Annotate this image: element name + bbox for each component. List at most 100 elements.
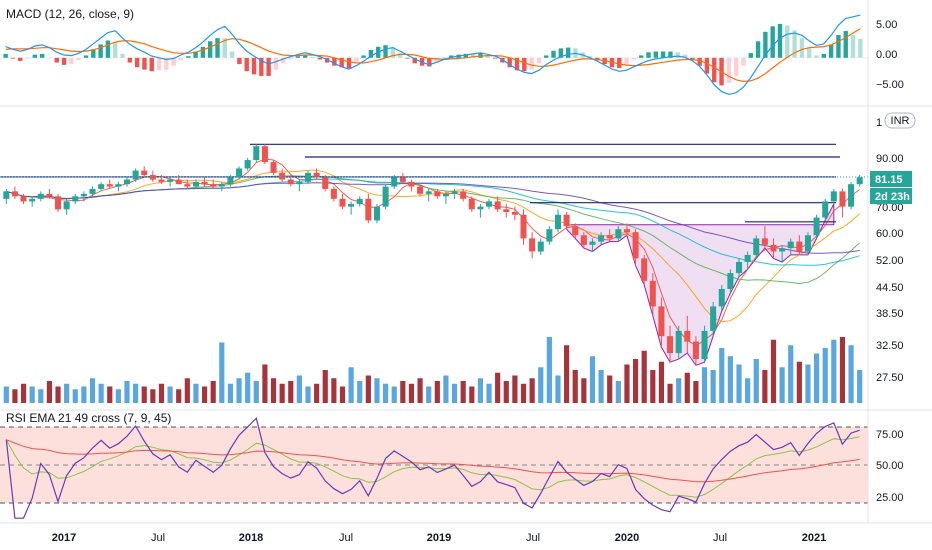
macd-histogram-bar bbox=[244, 57, 249, 72]
price-y-tick: 90.00 bbox=[876, 153, 904, 165]
volume-bar bbox=[839, 337, 846, 403]
macd-histogram-bar bbox=[799, 38, 805, 58]
candle bbox=[11, 186, 18, 199]
volume-bar bbox=[529, 378, 535, 403]
macd-histogram-bar bbox=[208, 41, 213, 58]
volume-bar bbox=[98, 383, 104, 403]
volume-bar bbox=[115, 389, 121, 403]
candle bbox=[710, 301, 717, 337]
macd-histogram-bar bbox=[660, 51, 666, 58]
macd-histogram-bar bbox=[10, 57, 16, 59]
candle bbox=[184, 179, 191, 189]
macd-histogram-bar bbox=[47, 57, 52, 59]
macd-histogram-bar bbox=[770, 26, 775, 58]
candle bbox=[175, 175, 182, 185]
macd-histogram-bar bbox=[83, 55, 89, 58]
volume-bar bbox=[822, 348, 828, 403]
volume-bar bbox=[555, 375, 561, 403]
candle bbox=[80, 191, 87, 202]
macd-histogram-bar bbox=[222, 38, 227, 58]
volume-bar bbox=[676, 378, 682, 403]
macd-histogram-bar bbox=[646, 52, 651, 58]
candle bbox=[192, 179, 199, 189]
price-candles bbox=[3, 144, 863, 366]
volume-bar bbox=[133, 383, 139, 403]
macd-histogram-bar bbox=[565, 47, 571, 58]
candle bbox=[486, 198, 493, 210]
macd-histogram-bar bbox=[295, 56, 301, 58]
macd-signal-line bbox=[5, 28, 861, 83]
volume-bar bbox=[607, 375, 613, 403]
volume-bar bbox=[796, 361, 802, 403]
volume-bar bbox=[572, 370, 578, 403]
candle bbox=[511, 206, 518, 221]
candle bbox=[813, 214, 820, 239]
macd-histogram-bar bbox=[32, 54, 38, 58]
volume-bar bbox=[357, 381, 363, 403]
macd-histogram-bar bbox=[485, 56, 490, 58]
macd-histogram-bar bbox=[215, 38, 220, 58]
rsi-ema-slow bbox=[6, 439, 860, 483]
volume-bar bbox=[469, 386, 475, 403]
volume-bar bbox=[762, 370, 768, 403]
volume-bar bbox=[546, 337, 552, 403]
macd-histogram-bar bbox=[792, 30, 797, 58]
volume-bar bbox=[29, 386, 35, 403]
volume-bar bbox=[693, 381, 699, 403]
volume-bar bbox=[434, 381, 440, 403]
volume-bar bbox=[486, 383, 492, 403]
last-price-value: 81.15 bbox=[875, 174, 903, 186]
candle bbox=[649, 273, 656, 316]
macd-histogram-bar bbox=[302, 54, 308, 58]
volume-bar bbox=[150, 389, 156, 403]
candle bbox=[684, 315, 691, 354]
volume-bar bbox=[736, 364, 742, 403]
macd-histogram-bar bbox=[726, 57, 732, 84]
macd-y-tick: 5.00 bbox=[876, 19, 897, 31]
candle bbox=[606, 229, 613, 242]
volume-bar bbox=[701, 367, 708, 403]
candle bbox=[201, 177, 208, 187]
price-axis[interactable]: 5.00 0.00 −5.00 1 90.00 70.00 60.00 52.00 44.50 3… bbox=[876, 19, 904, 504]
candle bbox=[761, 226, 768, 249]
candle bbox=[20, 193, 27, 204]
macd-histogram-bar bbox=[777, 23, 783, 58]
currency-badge[interactable] bbox=[884, 112, 916, 129]
macd-histogram-bar bbox=[529, 57, 534, 70]
candle bbox=[391, 175, 398, 189]
volume-bar bbox=[167, 386, 173, 403]
candle bbox=[589, 238, 596, 252]
candle bbox=[520, 209, 527, 245]
macd-histogram-bar bbox=[470, 53, 476, 58]
candle bbox=[753, 235, 760, 259]
candle bbox=[149, 170, 156, 182]
candle bbox=[253, 144, 260, 163]
macd-histogram-bar bbox=[741, 57, 746, 66]
volume-bar bbox=[236, 378, 242, 403]
time-axis[interactable]: 2017 Jul 2018 Jul 2019 Jul 2020 Jul 2021 bbox=[52, 532, 826, 544]
macd-histogram-bar bbox=[690, 57, 695, 60]
macd-histogram-bar bbox=[39, 53, 45, 58]
volume-bar bbox=[451, 383, 458, 403]
macd-histogram-bar bbox=[836, 34, 841, 58]
rsi-y-tick: 50.00 bbox=[876, 460, 904, 472]
macd-histogram-bar bbox=[536, 57, 542, 64]
price-pane bbox=[0, 143, 868, 403]
price-y-tick: 38.50 bbox=[876, 308, 904, 320]
candle bbox=[339, 193, 346, 210]
macd-histogram bbox=[3, 23, 863, 86]
volume-bar bbox=[589, 356, 596, 403]
candle bbox=[537, 238, 544, 255]
volume-bar bbox=[210, 381, 216, 403]
candle bbox=[322, 175, 329, 192]
candle bbox=[313, 168, 320, 180]
candle bbox=[106, 179, 113, 189]
volume-bar bbox=[46, 381, 52, 403]
macd-histogram-bar bbox=[668, 51, 673, 58]
price-scale-badges: INR 81.15 2d 23h bbox=[870, 112, 916, 204]
volume-bar bbox=[72, 389, 78, 403]
candle bbox=[770, 238, 777, 259]
macd-histogram-bar bbox=[522, 57, 527, 72]
macd-histogram-bar bbox=[76, 57, 81, 61]
volume-bar bbox=[805, 364, 811, 403]
